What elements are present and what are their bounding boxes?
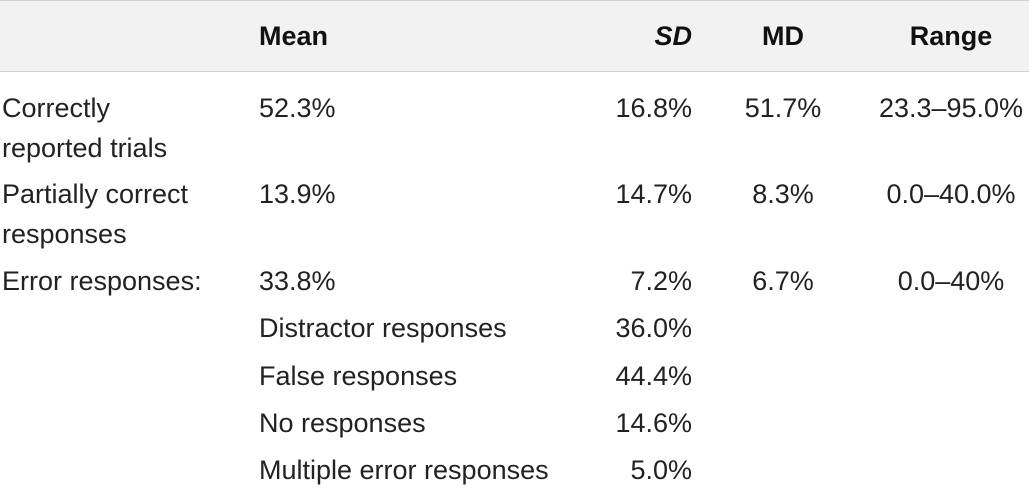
subrow-label: No responses [259,408,426,438]
row-mean: 33.8% [259,266,336,296]
subrow-value: 44.4% [615,361,692,391]
row-label-line2: responses [2,219,127,249]
row-sd: 7.2% [630,266,692,296]
row-mean: 52.3% [259,93,336,123]
header-md: MD [762,21,804,51]
header-mean: Mean [259,21,329,51]
subrow-value: 14.6% [615,408,692,438]
row-md: 6.7% [752,266,814,296]
row-md: 8.3% [752,179,814,209]
header-range: Range [909,21,993,51]
row-label-line2: reported trials [2,133,168,163]
table-header-row [0,0,1029,72]
subrow-value: 5.0% [630,455,692,485]
row-label-line1: Partially correct [2,179,189,209]
row-range: 0.0–40.0% [886,179,1016,209]
subrow-label: Multiple error responses [259,455,549,485]
header-sd: SD [654,21,692,51]
row-md: 51.7% [744,93,822,123]
subrow-label: Distractor responses [259,313,507,343]
row-sd: 16.8% [615,93,692,123]
row-range: 0.0–40% [897,266,1005,296]
row-mean: 13.9% [259,179,336,209]
row-label: Error responses: [2,266,202,296]
subrow-value: 36.0% [615,313,692,343]
row-range: 23.3–95.0% [878,93,1024,123]
row-label-line1: Correctly [2,93,111,123]
row-sd: 14.7% [615,179,692,209]
subrow-label: False responses [259,361,458,391]
